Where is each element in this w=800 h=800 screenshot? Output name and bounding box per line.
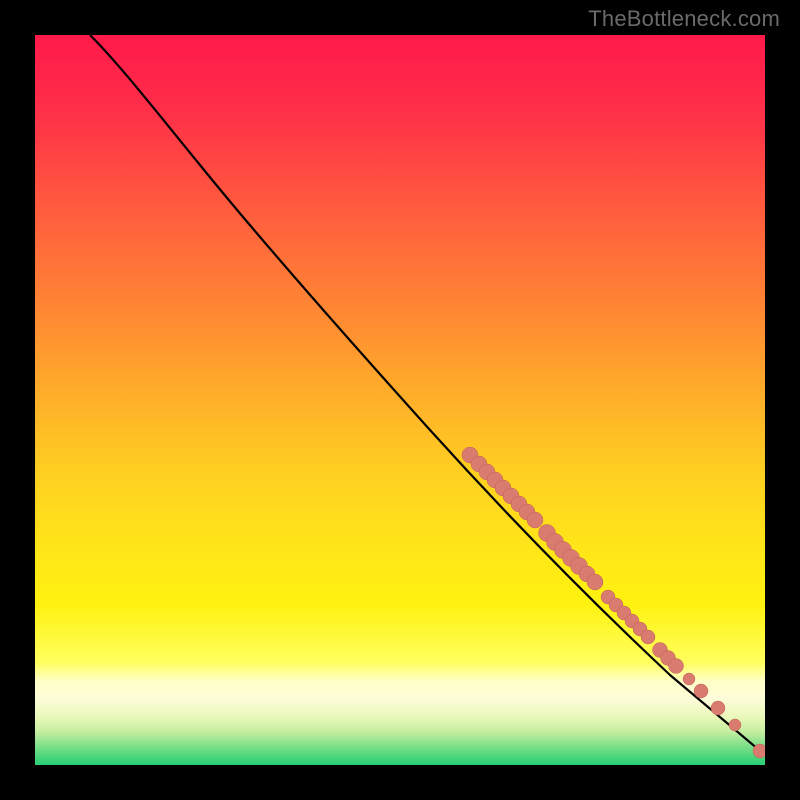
chart-outer-frame: TheBottleneck.com	[0, 0, 800, 800]
data-marker	[527, 512, 543, 528]
watermark-text: TheBottleneck.com	[588, 6, 780, 32]
data-marker	[729, 719, 741, 731]
data-marker	[683, 673, 695, 685]
data-marker	[641, 630, 655, 644]
data-marker	[753, 744, 765, 758]
data-markers-group	[462, 447, 765, 758]
data-marker	[587, 574, 603, 590]
data-marker	[694, 684, 708, 698]
data-marker	[669, 659, 684, 674]
chart-curve-layer	[35, 35, 765, 765]
chart-plot-area	[35, 35, 765, 765]
data-marker	[711, 701, 725, 715]
